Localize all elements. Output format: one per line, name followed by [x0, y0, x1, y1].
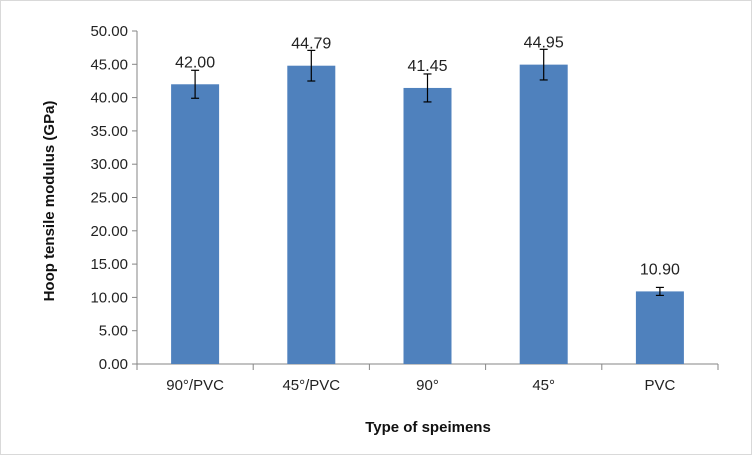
error-bar	[191, 69, 200, 99]
y-tick-label: 30.00	[90, 156, 128, 173]
x-axis-title: Type of speimens	[365, 419, 491, 436]
x-tick-label: 90°/PVC	[166, 377, 224, 394]
y-tick-label: 0.00	[99, 356, 128, 373]
bar	[287, 65, 336, 364]
error-bar	[423, 73, 432, 103]
bar	[171, 84, 220, 364]
y-tick-label: 25.00	[90, 190, 128, 207]
y-tick-label: 45.00	[90, 56, 128, 73]
error-bar	[655, 286, 664, 297]
y-tick-label: 40.00	[90, 90, 128, 107]
y-tick-label: 20.00	[90, 223, 128, 240]
bar	[635, 291, 684, 364]
error-bar	[539, 48, 548, 81]
data-label: 42.00	[175, 54, 215, 71]
y-tick-label: 10.00	[90, 289, 128, 306]
x-tick-label: 90°	[416, 377, 439, 394]
data-label: 44.95	[524, 35, 564, 52]
x-tick-label: 45°/PVC	[282, 377, 340, 394]
data-label: 10.90	[640, 261, 680, 278]
data-label: 44.79	[291, 36, 331, 53]
y-tick-label: 5.00	[99, 323, 128, 340]
data-label: 41.45	[407, 58, 447, 75]
error-bars	[191, 48, 664, 297]
bar	[403, 87, 452, 365]
x-tick-label: PVC	[644, 377, 675, 394]
x-tick-label: 45°	[532, 377, 555, 394]
x-axis: 90°/PVC 45°/PVC 90° 45° PVC	[136, 363, 719, 394]
y-axis-title: Hoop tensile modulus (GPa)	[41, 101, 58, 302]
y-tick-label: 35.00	[90, 123, 128, 140]
error-bar	[307, 49, 316, 82]
data-labels: 42.00 44.79 41.45 44.95 10.90	[175, 35, 680, 279]
y-tick-label: 50.00	[90, 23, 128, 40]
y-tick-label: 15.00	[90, 256, 128, 273]
y-axis: 0.00 5.00 10.00 15.00 20.00 25.00 30.00 35.00 40…	[90, 23, 138, 373]
bars	[171, 64, 684, 365]
bar	[519, 64, 568, 365]
